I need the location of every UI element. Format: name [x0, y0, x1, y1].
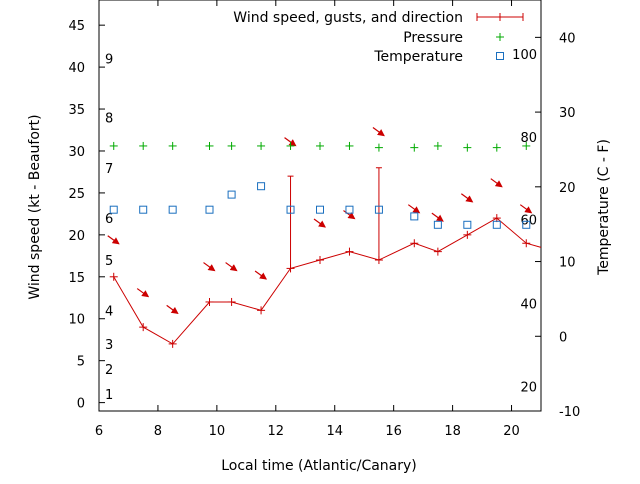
- wind-speed-line: [113, 217, 542, 345]
- y-left-tick-label: 5: [77, 355, 85, 370]
- wind-direction-arrow: [107, 235, 120, 245]
- temperature-point: [463, 220, 472, 229]
- wind-direction-arrow: [407, 204, 421, 214]
- y-right-tick-label: 30: [559, 106, 576, 121]
- y-left-tick-label: 45: [68, 19, 85, 34]
- legend-label: Temperature: [373, 49, 463, 65]
- plot-frame: [98, 0, 542, 412]
- y-left-tick-label: 25: [68, 187, 85, 202]
- wind-direction-arrow: [166, 304, 179, 315]
- temperature-point: [286, 205, 295, 214]
- y-right-tick-label: 40: [559, 31, 576, 46]
- temperature-point: [139, 205, 148, 214]
- wind-direction-arrow: [225, 262, 238, 272]
- y-left-tick-label: 15: [68, 271, 85, 286]
- beaufort-label: 3: [105, 338, 113, 353]
- y-right-tick-label: 10: [559, 256, 576, 271]
- y-left-tick-label: 30: [68, 145, 85, 160]
- temperature-point: [374, 205, 383, 214]
- temperature-point: [109, 205, 118, 214]
- wind-direction-arrow: [254, 270, 268, 280]
- series-group: [107, 127, 542, 348]
- wind-direction-arrow: [136, 288, 150, 298]
- beaufort-label: 9: [105, 53, 113, 68]
- wind-direction-arrow: [460, 193, 474, 203]
- beaufort-label: 7: [105, 162, 113, 177]
- x-tick-label: 10: [209, 424, 226, 439]
- beaufort-label: 4: [105, 304, 113, 319]
- x-tick-label: 20: [503, 424, 520, 439]
- temperature-point: [433, 220, 442, 229]
- wind-direction-arrow: [490, 178, 503, 188]
- y-left-tick-label: 10: [68, 313, 85, 328]
- beaufort-label: 2: [105, 363, 113, 378]
- wind-direction-arrow: [519, 204, 533, 214]
- temperature-point: [410, 212, 419, 221]
- x-tick-label: 18: [444, 424, 461, 439]
- temperature-point: [257, 182, 266, 191]
- fahrenheit-label: 40: [520, 297, 537, 312]
- temperature-point: [492, 220, 501, 229]
- y-left-tick-label: 35: [68, 103, 85, 118]
- axes-group: 6 8 10 12 14 16 18 20051015202530354045-1001020…: [68, 0, 580, 439]
- temperature-point: [168, 205, 177, 214]
- temperature-point: [522, 220, 531, 229]
- wind-direction-arrow: [203, 262, 216, 272]
- y-right-tick-label: -10: [559, 405, 580, 420]
- y-left-tick-label: 40: [68, 61, 85, 76]
- temperature-point: [316, 205, 324, 214]
- wind-direction-arrow: [284, 137, 297, 147]
- temperature-point: [227, 190, 236, 199]
- fahrenheit-label: 20: [520, 380, 537, 395]
- legend-label: Wind speed, gusts, and direction: [233, 10, 463, 26]
- x-axis-label: Local time (Atlantic/Canary): [221, 458, 417, 474]
- legend-label: Pressure: [403, 30, 463, 46]
- y-right-tick-label: 0: [559, 330, 567, 345]
- beaufort-label: 6: [105, 212, 113, 227]
- legend-swatch-temperature: [496, 52, 504, 60]
- y-left-tick-label: 0: [77, 397, 85, 412]
- beaufort-label: 1: [105, 388, 113, 403]
- x-tick-label: 12: [268, 424, 285, 439]
- wind-direction-arrow: [372, 127, 385, 137]
- y-axis-label-left: Wind speed (kt - Beaufort): [27, 114, 43, 299]
- fahrenheit-label: 80: [520, 131, 537, 146]
- wind-direction-arrow: [313, 218, 326, 228]
- temperature-point: [345, 205, 354, 214]
- wind-direction-arrow: [431, 212, 444, 222]
- x-tick-label: 6: [95, 424, 103, 439]
- wind-direction-arrow: [343, 210, 356, 220]
- x-tick-label: 14: [326, 424, 343, 439]
- beaufort-label: 5: [105, 254, 113, 269]
- x-tick-label: 16: [385, 424, 402, 439]
- y-left-tick-label: 20: [68, 229, 85, 244]
- y-axis-label-right: Temperature (C - F): [596, 139, 612, 276]
- beaufort-label: 8: [105, 111, 113, 126]
- fahrenheit-label: 100: [512, 48, 537, 63]
- y-right-tick-label: 20: [559, 181, 576, 196]
- x-tick-label: 8: [154, 424, 162, 439]
- legend: Wind speed, gusts, and direction Pressure…: [233, 10, 524, 65]
- temperature-point: [205, 205, 214, 214]
